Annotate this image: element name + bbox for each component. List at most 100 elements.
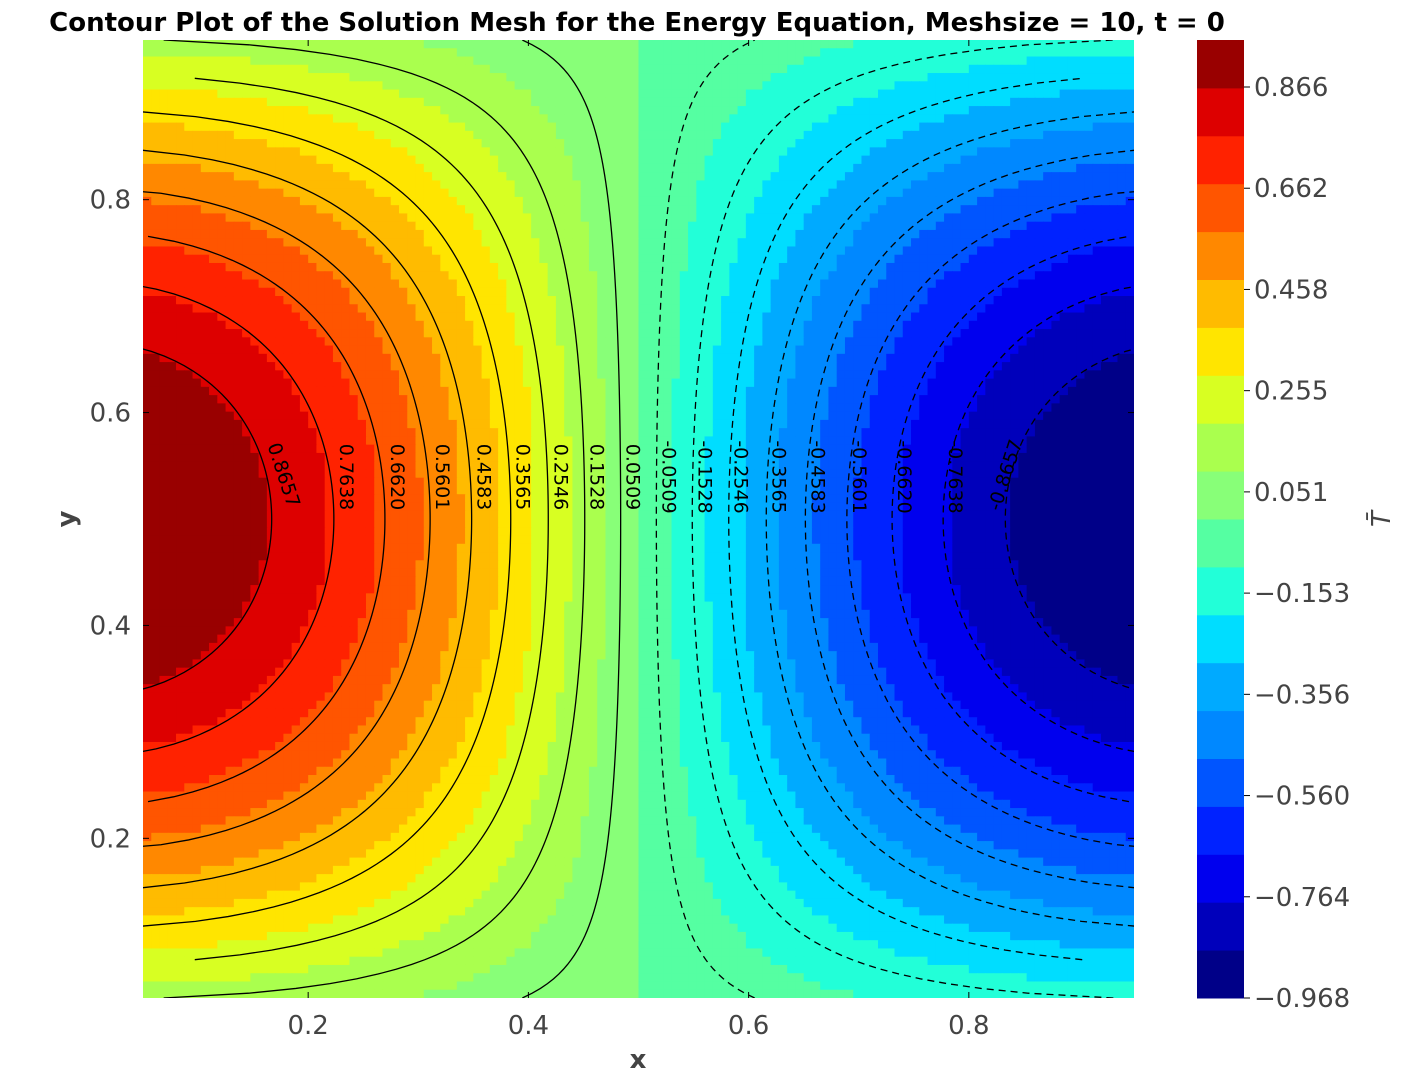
field-cell: [1067, 97, 1077, 107]
field-cell: [919, 329, 929, 338]
field-cell: [968, 353, 978, 363]
field-cell: [655, 155, 664, 165]
field-cell: [704, 238, 714, 248]
field-cell: [192, 147, 202, 157]
field-cell: [448, 97, 458, 107]
field-cell: [399, 81, 408, 91]
field-cell: [787, 353, 797, 363]
field-cell: [811, 312, 821, 322]
field-cell: [977, 196, 986, 206]
field-cell: [432, 287, 441, 297]
field-cell: [688, 271, 697, 281]
field-cell: [688, 329, 697, 338]
field-cell: [737, 353, 747, 363]
field-cell: [721, 130, 730, 140]
field-cell: [754, 172, 763, 181]
field-cell: [299, 106, 309, 115]
field-cell: [365, 130, 375, 140]
field-cell: [737, 56, 747, 66]
field-cell: [266, 180, 276, 190]
field-cell: [1018, 81, 1028, 91]
field-cell: [1018, 155, 1028, 165]
field-cell: [316, 114, 326, 124]
field-cell: [795, 329, 805, 338]
field-cell: [919, 130, 929, 140]
field-cell: [1100, 196, 1110, 206]
field-cell: [754, 139, 763, 148]
field-cell: [630, 48, 640, 58]
field-cell: [555, 48, 565, 58]
field-cell: [613, 196, 623, 206]
field-cell: [820, 139, 830, 148]
field-cell: [894, 196, 904, 206]
field-cell: [374, 362, 384, 371]
field-cell: [357, 287, 367, 297]
field-cell: [836, 296, 846, 305]
field-cell: [390, 238, 400, 248]
field-cell: [836, 279, 846, 289]
field-cell: [1109, 362, 1119, 371]
field-cell: [960, 229, 970, 239]
field-cell: [745, 205, 755, 215]
field-cell: [357, 254, 367, 264]
field-cell: [266, 81, 276, 91]
field-cell: [770, 205, 780, 215]
field-cell: [671, 262, 681, 272]
field-cell: [547, 378, 557, 388]
field-cell: [952, 130, 962, 140]
field-cell: [291, 73, 301, 82]
field-cell: [993, 254, 1003, 264]
field-cell: [448, 48, 458, 58]
field-cell: [1067, 312, 1077, 322]
field-cell: [242, 73, 251, 82]
field-cell: [266, 262, 276, 272]
field-cell: [275, 271, 284, 281]
field-cell: [1109, 48, 1119, 58]
field-cell: [456, 48, 466, 58]
field-cell: [357, 40, 367, 49]
field-cell: [167, 337, 177, 347]
field-cell: [192, 196, 202, 206]
field-cell: [795, 271, 805, 281]
field-cell: [258, 296, 268, 305]
field-cell: [1026, 205, 1036, 215]
field-cell: [1026, 254, 1036, 264]
field-cell: [266, 378, 276, 388]
field-cell: [646, 238, 656, 248]
field-cell: [143, 139, 152, 148]
field-cell: [299, 196, 309, 206]
field-cell: [696, 139, 706, 148]
field-cell: [770, 155, 780, 165]
field-cell: [1067, 213, 1077, 223]
field-cell: [985, 40, 995, 49]
field-cell: [564, 180, 574, 190]
field-cell: [597, 262, 607, 272]
field-cell: [506, 213, 516, 223]
field-cell: [927, 254, 937, 264]
field-cell: [762, 320, 772, 330]
field-cell: [299, 287, 309, 297]
field-cell: [663, 188, 673, 198]
field-cell: [200, 312, 210, 322]
field-cell: [324, 312, 334, 322]
field-cell: [688, 64, 697, 74]
field-cell: [506, 163, 516, 173]
field-cell: [853, 304, 863, 314]
field-cell: [952, 40, 962, 49]
field-cell: [266, 213, 276, 223]
field-cell: [927, 56, 937, 66]
field-cell: [291, 130, 301, 140]
field-cell: [597, 196, 607, 206]
field-cell: [151, 56, 161, 66]
field-cell: [382, 337, 392, 347]
field-cell: [266, 89, 276, 99]
field-cell: [679, 114, 689, 124]
field-cell: [696, 106, 706, 115]
field-cell: [745, 337, 755, 347]
field-cell: [209, 73, 218, 82]
field-cell: [456, 73, 466, 82]
field-cell: [332, 221, 342, 231]
field-cell: [374, 106, 384, 115]
field-cell: [167, 180, 177, 190]
field-cell: [688, 296, 697, 305]
